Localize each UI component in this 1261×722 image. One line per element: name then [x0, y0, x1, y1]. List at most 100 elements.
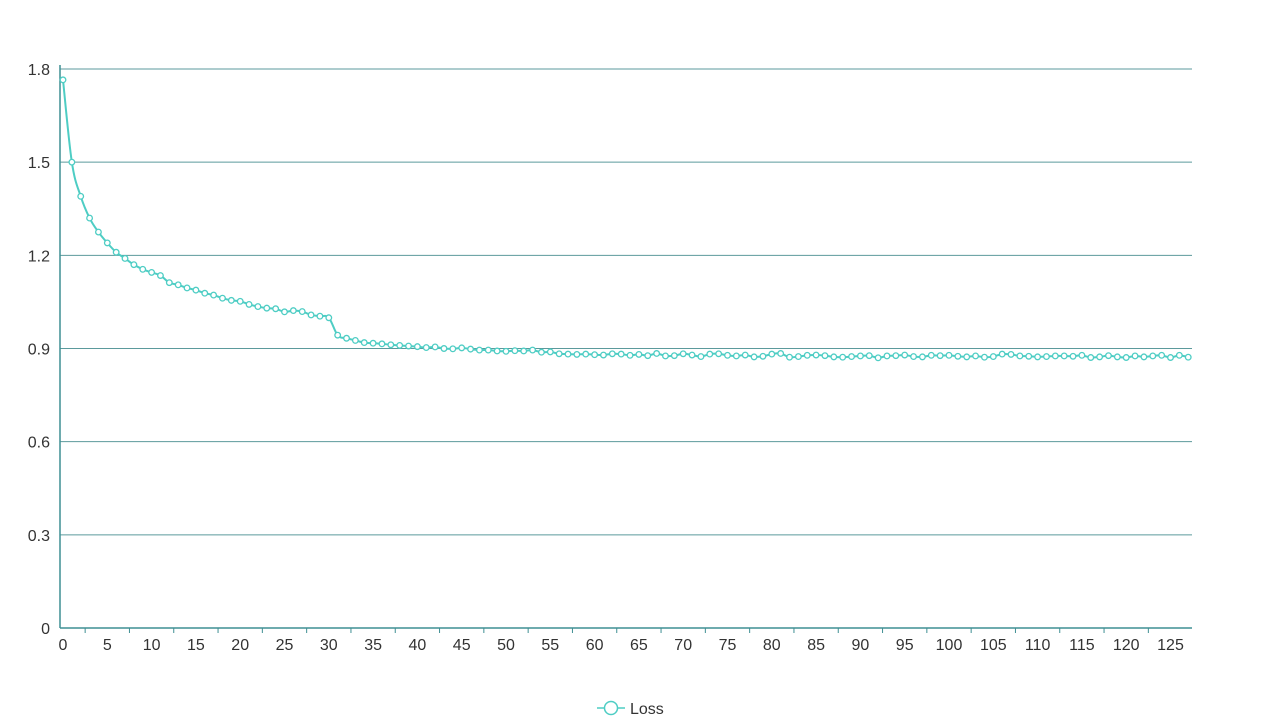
data-point[interactable] — [316, 312, 324, 320]
data-point[interactable] — [511, 347, 519, 355]
data-point[interactable] — [608, 350, 616, 358]
data-point[interactable] — [910, 353, 918, 361]
data-point[interactable] — [334, 331, 342, 339]
data-point[interactable] — [927, 351, 935, 359]
data-point[interactable] — [174, 281, 182, 289]
data-point[interactable] — [351, 336, 359, 344]
data-point[interactable] — [794, 353, 802, 361]
data-point[interactable] — [803, 351, 811, 359]
data-point[interactable] — [458, 344, 466, 352]
data-point[interactable] — [263, 304, 271, 312]
data-point[interactable] — [520, 347, 528, 355]
data-point[interactable] — [724, 351, 731, 359]
data-point[interactable] — [856, 352, 864, 360]
data-point[interactable] — [582, 350, 590, 358]
data-point[interactable] — [679, 350, 687, 358]
data-point[interactable] — [830, 353, 838, 361]
data-point[interactable] — [289, 307, 297, 315]
data-point[interactable] — [564, 350, 572, 358]
data-point[interactable] — [865, 352, 873, 360]
data-point[interactable] — [688, 351, 696, 359]
data-point[interactable] — [537, 348, 545, 356]
data-point[interactable] — [901, 351, 909, 359]
data-point[interactable] — [1105, 352, 1112, 360]
data-point[interactable] — [121, 254, 129, 262]
data-point[interactable] — [396, 341, 404, 349]
data-point[interactable] — [546, 348, 554, 356]
data-point[interactable] — [360, 339, 368, 347]
data-point[interactable] — [644, 352, 652, 360]
data-point[interactable] — [1043, 353, 1050, 361]
data-point[interactable] — [192, 286, 200, 294]
data-point[interactable] — [413, 343, 421, 351]
data-point[interactable] — [821, 352, 829, 360]
data-point[interactable] — [183, 284, 191, 292]
data-point[interactable] — [1087, 354, 1095, 361]
data-point[interactable] — [77, 192, 85, 200]
data-point[interactable] — [139, 265, 147, 273]
data-point[interactable] — [1025, 352, 1033, 360]
data-point[interactable] — [165, 279, 173, 287]
data-point[interactable] — [210, 291, 218, 299]
data-point[interactable] — [343, 334, 350, 342]
data-point[interactable] — [68, 158, 76, 166]
data-point[interactable] — [1007, 350, 1015, 358]
data-point[interactable] — [59, 76, 67, 84]
data-point[interactable] — [1184, 353, 1192, 361]
data-point[interactable] — [431, 343, 439, 351]
data-point[interactable] — [298, 308, 306, 315]
data-point[interactable] — [201, 289, 209, 297]
data-point[interactable] — [874, 354, 882, 362]
data-point[interactable] — [467, 345, 475, 353]
data-point[interactable] — [918, 353, 926, 361]
data-point[interactable] — [591, 351, 599, 359]
data-point[interactable] — [848, 353, 855, 361]
data-point[interactable] — [440, 345, 448, 352]
data-point[interactable] — [741, 351, 749, 359]
data-point[interactable] — [405, 342, 412, 350]
data-point[interactable] — [777, 350, 785, 357]
data-point[interactable] — [1016, 352, 1024, 360]
data-point[interactable] — [600, 351, 607, 359]
data-point[interactable] — [502, 347, 510, 355]
data-point[interactable] — [86, 214, 94, 222]
data-point[interactable] — [972, 352, 980, 360]
data-point[interactable] — [245, 300, 253, 308]
data-point[interactable] — [227, 296, 235, 304]
data-point[interactable] — [387, 341, 395, 349]
data-point[interactable] — [653, 350, 661, 357]
data-point[interactable] — [1113, 353, 1121, 361]
data-point[interactable] — [697, 353, 705, 361]
data-point[interactable] — [839, 353, 847, 361]
data-point[interactable] — [1078, 351, 1086, 359]
data-point[interactable] — [1149, 352, 1157, 360]
legend[interactable]: Loss — [597, 700, 664, 718]
data-point[interactable] — [768, 350, 776, 358]
data-point[interactable] — [94, 228, 102, 236]
data-point[interactable] — [422, 344, 430, 352]
data-point[interactable] — [103, 239, 111, 247]
data-point[interactable] — [998, 350, 1006, 358]
data-point[interactable] — [254, 303, 262, 311]
data-point[interactable] — [325, 314, 333, 322]
data-point[interactable] — [1034, 353, 1042, 361]
data-point[interactable] — [157, 272, 164, 279]
data-point[interactable] — [281, 308, 288, 316]
data-point[interactable] — [732, 352, 740, 360]
data-point[interactable] — [484, 346, 492, 354]
data-point[interactable] — [936, 352, 944, 360]
data-point[interactable] — [369, 339, 377, 347]
data-point[interactable] — [112, 248, 120, 256]
data-point[interactable] — [1131, 352, 1139, 360]
data-point[interactable] — [617, 350, 625, 358]
data-point[interactable] — [1167, 354, 1174, 361]
data-point[interactable] — [219, 294, 226, 302]
data-point[interactable] — [378, 340, 386, 348]
data-point[interactable] — [130, 261, 138, 269]
data-point[interactable] — [706, 350, 714, 358]
data-point[interactable] — [670, 352, 678, 360]
data-point[interactable] — [475, 346, 483, 354]
data-point[interactable] — [1060, 352, 1068, 360]
data-point[interactable] — [945, 351, 953, 359]
data-point[interactable] — [493, 347, 501, 355]
